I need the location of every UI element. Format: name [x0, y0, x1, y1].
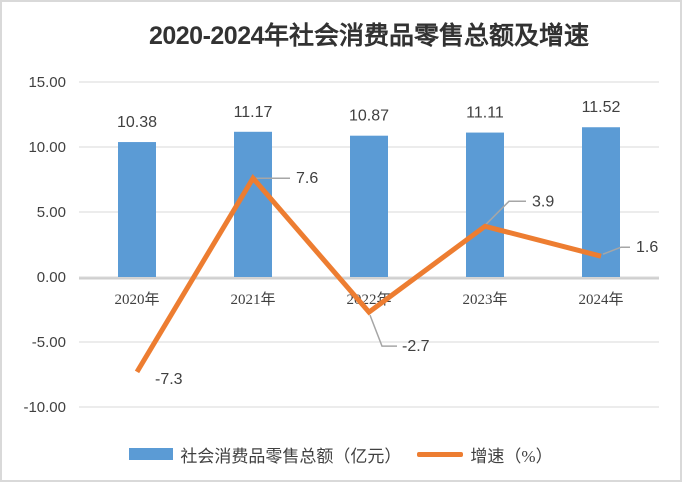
chart-title: 2020-2024年社会消费品零售总额及增速 [79, 16, 659, 52]
line-data-label: -2.7 [402, 338, 430, 355]
bar-data-label: 10.38 [117, 114, 157, 131]
x-category-label: 2020年 [114, 291, 159, 308]
bar [466, 132, 504, 277]
legend-label-line: 增速（%） [470, 446, 553, 466]
bar [350, 135, 388, 277]
growth-line [134, 173, 602, 374]
bar [118, 142, 156, 277]
bar-data-label: 11.11 [466, 105, 504, 122]
line-series-swatch [417, 451, 464, 457]
bar-data-label: 11.52 [582, 99, 621, 116]
x-category-label: 2021年 [230, 291, 275, 308]
legend-entry-line: 增速（%） [417, 442, 553, 467]
y-tick-label: 0.00 [37, 269, 66, 286]
label-leader-line [369, 314, 397, 347]
line-data-label: 3.9 [532, 193, 554, 210]
bar [234, 131, 272, 277]
bar-series-swatch [129, 448, 174, 460]
bar-data-label: 10.87 [349, 108, 389, 125]
x-category-label: 2024年 [578, 291, 623, 308]
legend-entry-bar: 社会消费品零售总额（亿元） [129, 442, 401, 467]
x-category-label: 2023年 [462, 291, 507, 308]
label-leader-line [602, 246, 630, 255]
legend: 社会消费品零售总额（亿元） 增速（%） [2, 440, 680, 468]
y-tick-label: -5.00 [32, 334, 66, 351]
line-data-label: 1.6 [636, 239, 658, 256]
y-tick-label: 10.00 [28, 139, 66, 156]
y-tick-label: 5.00 [37, 204, 66, 221]
bar-data-label: 11.17 [234, 104, 273, 121]
line-data-label: -7.3 [155, 371, 183, 388]
legend-label-bar: 社会消费品零售总额（亿元） [180, 446, 402, 466]
y-tick-label: 15.00 [28, 74, 66, 91]
chart-title-text: 年社会消费品零售总额及增速 [264, 23, 590, 50]
label-leader-line [485, 200, 526, 225]
y-tick-label: -10.00 [23, 399, 66, 416]
chart-title-years: 2020-2024 [148, 22, 265, 50]
line-data-label: 7.6 [296, 170, 318, 187]
